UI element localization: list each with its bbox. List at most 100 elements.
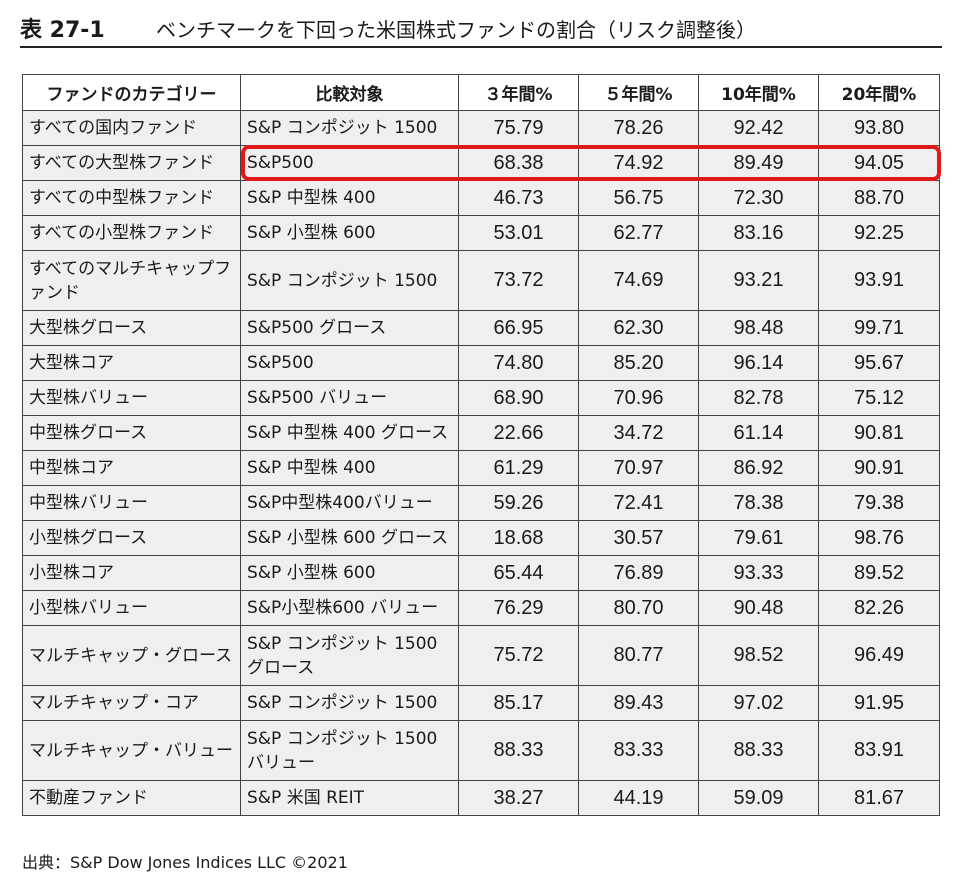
value-10yr-cell: 98.48 — [698, 310, 819, 346]
table-row: すべての中型株ファンド S&P 中型株 400 46.73 56.75 72.30 88.… — [22, 180, 940, 216]
value-3yr-cell: 59.26 — [458, 485, 579, 521]
table-row: すべての国内ファンド S&P コンポジット 1500 75.79 78.26 92.42… — [22, 110, 940, 146]
value-10yr-cell: 78.38 — [698, 485, 819, 521]
value-5yr-cell: 62.77 — [578, 215, 699, 251]
benchmark-cell: S&P コンポジット 1500 グロース — [240, 625, 459, 686]
category-cell: 小型株コア — [22, 555, 241, 591]
value-3yr-cell: 74.80 — [458, 345, 579, 381]
value-5yr-cell: 83.33 — [578, 720, 699, 781]
value-3yr-cell: 76.29 — [458, 590, 579, 626]
value-3yr-cell: 68.90 — [458, 380, 579, 416]
value-10yr-cell: 61.14 — [698, 415, 819, 451]
table-row: 大型株コア S&P500 74.80 85.20 96.14 95.67 — [22, 345, 940, 381]
category-cell: 小型株グロース — [22, 520, 241, 556]
category-cell: 小型株バリュー — [22, 590, 241, 626]
category-cell: すべての小型株ファンド — [22, 215, 241, 251]
header-20yr: 20年間% — [818, 74, 940, 111]
benchmark-cell: S&P500 — [240, 145, 459, 181]
value-5yr-cell: 56.75 — [578, 180, 699, 216]
category-cell: すべてのマルチキャップファンド — [22, 250, 241, 311]
value-3yr-cell: 75.79 — [458, 110, 579, 146]
table-row: すべての大型株ファンド S&P500 68.38 74.92 89.49 94.05 — [22, 145, 940, 181]
table-number: 表 27-1 — [20, 18, 105, 43]
value-20yr-cell: 99.71 — [818, 310, 940, 346]
table-row: マルチキャップ・コア S&P コンポジット 1500 85.17 89.43 97.02… — [22, 685, 940, 721]
value-20yr-cell: 79.38 — [818, 485, 940, 521]
category-cell: マルチキャップ・バリュー — [22, 720, 241, 781]
category-cell: すべての大型株ファンド — [22, 145, 241, 181]
benchmark-cell: S&P小型株600 バリュー — [240, 590, 459, 626]
value-3yr-cell: 85.17 — [458, 685, 579, 721]
value-5yr-cell: 44.19 — [578, 780, 699, 816]
header-category: ファンドのカテゴリー — [22, 74, 241, 111]
value-5yr-cell: 62.30 — [578, 310, 699, 346]
value-20yr-cell: 93.80 — [818, 110, 940, 146]
table-row: マルチキャップ・バリュー S&P コンポジット 1500 バリュー 88.33 83.… — [22, 720, 940, 781]
value-10yr-cell: 83.16 — [698, 215, 819, 251]
value-5yr-cell: 70.97 — [578, 450, 699, 486]
category-cell: 大型株バリュー — [22, 380, 241, 416]
value-20yr-cell: 95.67 — [818, 345, 940, 381]
table-row: 小型株グロース S&P 小型株 600 グロース 18.68 30.57 79.61 98… — [22, 520, 940, 556]
category-cell: 大型株コア — [22, 345, 241, 381]
header-10yr: 10年間% — [698, 74, 819, 111]
value-10yr-cell: 88.33 — [698, 720, 819, 781]
benchmark-cell: S&P コンポジット 1500 — [240, 685, 459, 721]
benchmark-cell: S&P コンポジット 1500 バリュー — [240, 720, 459, 781]
value-5yr-cell: 72.41 — [578, 485, 699, 521]
title-divider — [20, 46, 942, 48]
benchmark-cell: S&P 米国 REIT — [240, 780, 459, 816]
value-3yr-cell: 66.95 — [458, 310, 579, 346]
benchmark-table: ファンドのカテゴリー 比較対象 ３年間% ５年間% 10年間% 20年間% すべ… — [22, 74, 940, 816]
value-20yr-cell: 90.91 — [818, 450, 940, 486]
value-3yr-cell: 53.01 — [458, 215, 579, 251]
value-10yr-cell: 72.30 — [698, 180, 819, 216]
value-10yr-cell: 90.48 — [698, 590, 819, 626]
benchmark-cell: S&P500 — [240, 345, 459, 381]
value-5yr-cell: 85.20 — [578, 345, 699, 381]
value-3yr-cell: 18.68 — [458, 520, 579, 556]
value-10yr-cell: 89.49 — [698, 145, 819, 181]
value-10yr-cell: 59.09 — [698, 780, 819, 816]
value-5yr-cell: 76.89 — [578, 555, 699, 591]
category-cell: 不動産ファンド — [22, 780, 241, 816]
value-20yr-cell: 83.91 — [818, 720, 940, 781]
value-3yr-cell: 46.73 — [458, 180, 579, 216]
benchmark-cell: S&P500 バリュー — [240, 380, 459, 416]
table-row: マルチキャップ・グロース S&P コンポジット 1500 グロース 75.72 80.… — [22, 625, 940, 686]
category-cell: 大型株グロース — [22, 310, 241, 346]
value-10yr-cell: 86.92 — [698, 450, 819, 486]
category-cell: すべての国内ファンド — [22, 110, 241, 146]
value-10yr-cell: 92.42 — [698, 110, 819, 146]
value-3yr-cell: 73.72 — [458, 250, 579, 311]
value-20yr-cell: 81.67 — [818, 780, 940, 816]
benchmark-cell: S&P500 グロース — [240, 310, 459, 346]
value-20yr-cell: 96.49 — [818, 625, 940, 686]
category-cell: マルチキャップ・グロース — [22, 625, 241, 686]
benchmark-cell: S&P 小型株 600 グロース — [240, 520, 459, 556]
value-20yr-cell: 98.76 — [818, 520, 940, 556]
value-20yr-cell: 91.95 — [818, 685, 940, 721]
value-3yr-cell: 75.72 — [458, 625, 579, 686]
value-5yr-cell: 80.70 — [578, 590, 699, 626]
table-row: すべての小型株ファンド S&P 小型株 600 53.01 62.77 83.16 92.… — [22, 215, 940, 251]
table-title: 表 27-1 ベンチマークを下回った米国株式ファンドの割合（リスク調整後） — [20, 8, 942, 48]
value-20yr-cell: 92.25 — [818, 215, 940, 251]
benchmark-cell: S&P 小型株 600 — [240, 215, 459, 251]
source-note: 出典：S&P Dow Jones Indices LLC ©2021 — [22, 853, 348, 872]
value-5yr-cell: 74.92 — [578, 145, 699, 181]
value-20yr-cell: 89.52 — [818, 555, 940, 591]
benchmark-cell: S&P 中型株 400 — [240, 180, 459, 216]
category-cell: 中型株グロース — [22, 415, 241, 451]
value-10yr-cell: 98.52 — [698, 625, 819, 686]
value-5yr-cell: 80.77 — [578, 625, 699, 686]
value-3yr-cell: 65.44 — [458, 555, 579, 591]
benchmark-cell: S&P 中型株 400 グロース — [240, 415, 459, 451]
value-20yr-cell: 82.26 — [818, 590, 940, 626]
table-caption: ベンチマークを下回った米国株式ファンドの割合（リスク調整後） — [156, 18, 756, 42]
value-3yr-cell: 22.66 — [458, 415, 579, 451]
header-row: ファンドのカテゴリー 比較対象 ３年間% ５年間% 10年間% 20年間% — [22, 74, 940, 111]
value-10yr-cell: 96.14 — [698, 345, 819, 381]
value-20yr-cell: 88.70 — [818, 180, 940, 216]
value-20yr-cell: 75.12 — [818, 380, 940, 416]
